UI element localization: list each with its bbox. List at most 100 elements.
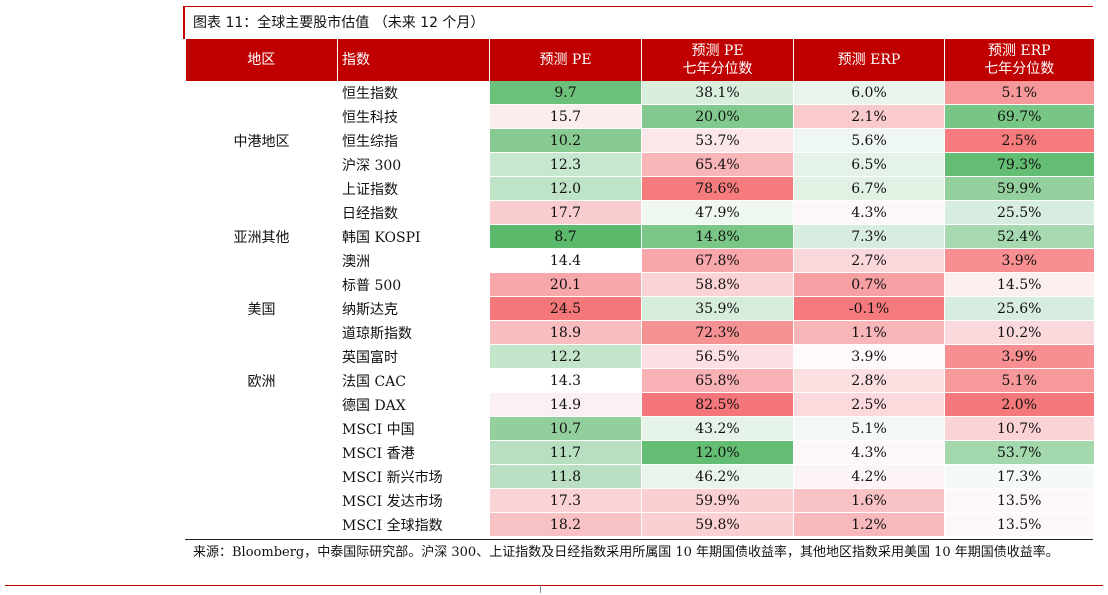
header-pe-percentile-line2: 七年分位数	[682, 61, 753, 77]
pe-cell: 24.5	[489, 296, 642, 321]
pe-pct-cell: 59.9%	[641, 488, 794, 513]
pe-cell: 20.1	[489, 272, 642, 297]
erp-pct-cell: 25.5%	[944, 200, 1094, 225]
index-name-cell: 法国 CAC	[337, 368, 490, 393]
index-name-cell: 纳斯达克	[337, 296, 490, 321]
pe-cell: 11.7	[489, 440, 642, 465]
erp-cell: 2.5%	[793, 392, 945, 417]
table-row: 美国 标普 500 20.1 58.8% 0.7% 14.5%	[185, 272, 1094, 345]
index-name-cell: 恒生科技	[337, 104, 490, 129]
erp-pct-cell: 3.9%	[944, 344, 1094, 369]
header-row: 地区 指数 预测 PE 预测 PE 七年分位数 预测 ERP 预测 ERP 七年分位…	[185, 39, 1094, 81]
pe-cell: 17.7	[489, 200, 642, 225]
erp-cell: 1.6%	[793, 488, 945, 513]
erp-cell: 4.2%	[793, 464, 945, 489]
erp-pct-cell: 5.1%	[944, 368, 1094, 393]
table-row: 恒生科技 15.7 20.0% 2.1% 69.7%	[186, 104, 1094, 129]
header-erp-percentile: 预测 ERP 七年分位数	[944, 39, 1094, 81]
erp-cell: -0.1%	[793, 296, 945, 321]
table-row: 亚洲其他 日经指数 17.7 47.9% 4.3% 25.5%	[185, 200, 1094, 273]
pe-pct-cell: 46.2%	[641, 464, 794, 489]
pe-cell: 14.3	[489, 368, 642, 393]
pe-pct-cell: 78.6%	[641, 176, 794, 201]
pe-cell: 14.4	[489, 248, 642, 273]
erp-cell: 6.5%	[793, 152, 945, 177]
erp-pct-cell: 14.5%	[944, 272, 1094, 297]
index-name-cell: 恒生综指	[337, 128, 490, 153]
erp-pct-cell: 59.9%	[944, 176, 1094, 201]
erp-cell: 1.2%	[793, 512, 945, 537]
table-row: 欧洲 英国富时 12.2 56.5% 3.9% 3.9%	[185, 344, 1094, 417]
pe-pct-cell: 67.8%	[641, 248, 794, 273]
header-pe-percentile-line1: 预测 PE	[691, 43, 744, 59]
caption-frame-left	[183, 6, 185, 39]
table-row: MSCI 中国 10.7 43.2% 5.1% 10.7%	[185, 416, 1094, 537]
table-row: MSCI 香港 11.7 12.0% 4.3% 53.7%	[186, 440, 1094, 465]
pe-pct-cell: 56.5%	[641, 344, 794, 369]
erp-cell: 2.7%	[793, 248, 945, 273]
erp-cell: 5.1%	[793, 416, 945, 441]
index-name-cell: 德国 DAX	[337, 392, 490, 417]
table-row: 法国 CAC 14.3 65.8% 2.8% 5.1%	[186, 368, 1094, 393]
erp-pct-cell: 13.5%	[944, 488, 1094, 513]
erp-cell: 2.1%	[793, 104, 945, 129]
index-name-cell: 沪深 300	[337, 152, 490, 177]
source-note: 来源：Bloomberg，中泰国际研究部。沪深 300、上证指数及日经指数采用所…	[193, 545, 1059, 560]
table-row: 澳洲 14.4 67.8% 2.7% 3.9%	[186, 248, 1094, 273]
pe-pct-cell: 20.0%	[641, 104, 794, 129]
erp-cell: 0.7%	[793, 272, 945, 297]
erp-pct-cell: 53.7%	[944, 440, 1094, 465]
pe-cell: 12.2	[489, 344, 642, 369]
index-name-cell: 恒生指数	[337, 81, 490, 105]
region-cell: 亚洲其他	[185, 200, 338, 273]
region-cell	[185, 416, 338, 537]
table-bottom-rule	[185, 539, 1093, 540]
index-name-cell: MSCI 中国	[337, 416, 490, 441]
table-row: 上证指数 12.0 78.6% 6.7% 59.9%	[186, 176, 1094, 201]
pe-cell: 18.2	[489, 512, 642, 537]
index-name-cell: 日经指数	[337, 200, 490, 225]
erp-pct-cell: 2.0%	[944, 392, 1094, 417]
pe-pct-cell: 35.9%	[641, 296, 794, 321]
pe-cell: 10.7	[489, 416, 642, 441]
erp-pct-cell: 13.5%	[944, 512, 1094, 537]
header-pe-percentile: 预测 PE 七年分位数	[641, 39, 794, 81]
erp-cell: 3.9%	[793, 344, 945, 369]
erp-pct-cell: 52.4%	[944, 224, 1094, 249]
erp-cell: 4.3%	[793, 440, 945, 465]
index-name-cell: 上证指数	[337, 176, 490, 201]
table-row: 韩国 KOSPI 8.7 14.8% 7.3% 52.4%	[186, 224, 1094, 249]
table-row: MSCI 发达市场 17.3 59.9% 1.6% 13.5%	[186, 488, 1094, 513]
pe-cell: 14.9	[489, 392, 642, 417]
header-index: 指数	[337, 39, 490, 81]
erp-pct-cell: 2.5%	[944, 128, 1094, 153]
index-name-cell: 标普 500	[337, 272, 490, 297]
table-row: 纳斯达克 24.5 35.9% -0.1% 25.6%	[186, 296, 1094, 321]
erp-pct-cell: 10.2%	[944, 320, 1094, 345]
valuation-table: 地区 指数 预测 PE 预测 PE 七年分位数 预测 ERP 预测 ERP 七年分位…	[185, 39, 1094, 537]
pe-cell: 18.9	[489, 320, 642, 345]
erp-pct-cell: 10.7%	[944, 416, 1094, 441]
pe-cell: 15.7	[489, 104, 642, 129]
pe-cell: 9.7	[489, 81, 642, 105]
pe-pct-cell: 82.5%	[641, 392, 794, 417]
header-erp-percentile-line1: 预测 ERP	[987, 43, 1051, 59]
pe-cell: 11.8	[489, 464, 642, 489]
table-row: 德国 DAX 14.9 82.5% 2.5% 2.0%	[186, 392, 1094, 417]
pe-cell: 17.3	[489, 488, 642, 513]
erp-pct-cell: 5.1%	[944, 81, 1094, 105]
pe-pct-cell: 14.8%	[641, 224, 794, 249]
pe-pct-cell: 53.7%	[641, 128, 794, 153]
table-body: 中港地区 恒生指数 9.7 38.1% 6.0% 5.1% 恒生科技 15.7 20.0% 2.1…	[185, 81, 1094, 537]
index-name-cell: MSCI 香港	[337, 440, 490, 465]
table-row: MSCI 新兴市场 11.8 46.2% 4.2% 17.3%	[186, 464, 1094, 489]
header-pe: 预测 PE	[489, 39, 642, 81]
header-erp-percentile-line2: 七年分位数	[984, 61, 1055, 77]
pe-pct-cell: 12.0%	[641, 440, 794, 465]
index-name-cell: 英国富时	[337, 344, 490, 369]
pe-cell: 10.2	[489, 128, 642, 153]
pe-pct-cell: 47.9%	[641, 200, 794, 225]
erp-pct-cell: 25.6%	[944, 296, 1094, 321]
erp-cell: 6.7%	[793, 176, 945, 201]
figure-caption: 图表 11：全球主要股市估值 （未来 12 个月）	[193, 15, 485, 31]
